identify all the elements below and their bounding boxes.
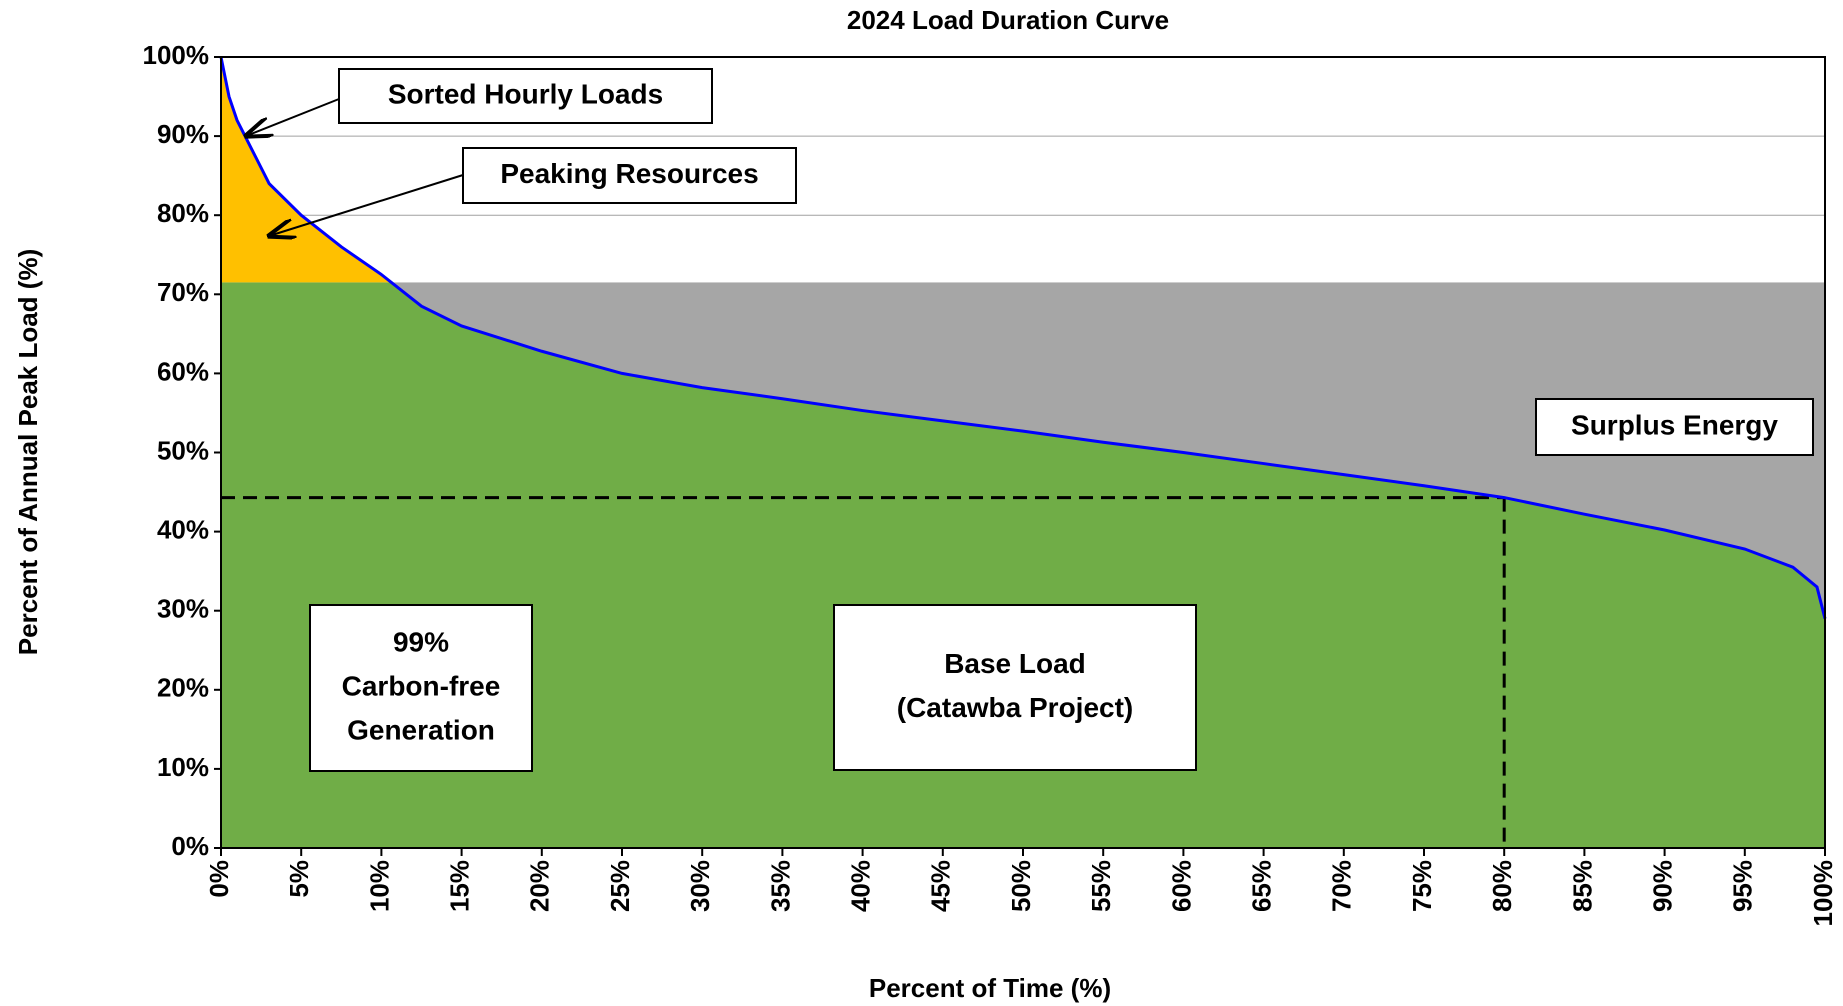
annotation-text: Sorted Hourly Loads	[388, 78, 663, 109]
x-tick-label: 10%	[364, 860, 394, 912]
x-tick-label: 75%	[1407, 860, 1437, 912]
annotation-text: Peaking Resources	[500, 158, 758, 189]
x-tick-label: 0%	[204, 860, 234, 898]
y-tick-label: 10%	[157, 752, 209, 782]
x-tick-label: 55%	[1086, 860, 1116, 912]
arrow	[269, 174, 464, 236]
y-tick-label: 40%	[157, 514, 209, 544]
peaking-area	[221, 57, 392, 283]
y-tick-label: 50%	[157, 435, 209, 465]
annotation-box	[1535, 398, 1814, 456]
x-tick-label: 100%	[1808, 860, 1838, 927]
x-tick-label: 5%	[284, 860, 314, 898]
annotation-box	[833, 604, 1197, 771]
annotation-text: Generation	[347, 714, 495, 745]
x-tick-label: 60%	[1166, 860, 1196, 912]
y-tick-label: 100%	[143, 40, 210, 70]
x-tick-label: 20%	[525, 860, 555, 912]
x-tick-label: 80%	[1487, 860, 1517, 912]
arrow	[246, 98, 340, 136]
x-tick-label: 95%	[1728, 860, 1758, 912]
annotation-text: 99%	[393, 626, 449, 657]
x-tick-label: 65%	[1246, 860, 1276, 912]
y-axis-title: Percent of Annual Peak Load (%)	[13, 249, 43, 655]
annotation-box	[309, 604, 533, 772]
x-tick-label: 70%	[1327, 860, 1357, 912]
y-tick-label: 60%	[157, 356, 209, 386]
annotation-box	[338, 68, 713, 124]
x-tick-label: 35%	[765, 860, 795, 912]
carbon-free-area	[221, 282, 1825, 848]
chart-title: 2024 Load Duration Curve	[847, 5, 1169, 35]
load-curve	[219, 56, 1827, 619]
annotation-text: Carbon-free	[342, 670, 501, 701]
x-tick-label: 85%	[1567, 860, 1597, 912]
y-tick-label: 70%	[157, 277, 209, 307]
y-tick-label: 30%	[157, 594, 209, 624]
annotation-text: Base Load	[944, 648, 1086, 679]
annotation-box	[462, 147, 797, 204]
y-tick-label: 80%	[157, 198, 209, 228]
y-tick-label: 90%	[157, 119, 209, 149]
x-tick-label: 50%	[1006, 860, 1036, 912]
x-tick-label: 30%	[685, 860, 715, 912]
x-axis-title: Percent of Time (%)	[869, 973, 1111, 1003]
annotation-text: Surplus Energy	[1571, 409, 1778, 440]
y-tick-label: 0%	[171, 831, 209, 861]
x-tick-label: 90%	[1647, 860, 1677, 912]
x-tick-label: 40%	[845, 860, 875, 912]
annotation-text: (Catawba Project)	[897, 692, 1134, 723]
x-tick-label: 25%	[605, 860, 635, 912]
x-tick-label: 45%	[926, 860, 956, 912]
x-tick-label: 15%	[444, 860, 474, 912]
y-tick-label: 20%	[157, 673, 209, 703]
